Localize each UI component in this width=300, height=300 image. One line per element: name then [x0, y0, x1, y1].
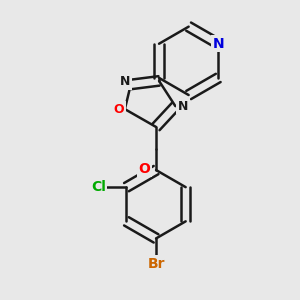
Text: N: N — [120, 75, 130, 88]
Text: N: N — [178, 100, 188, 113]
Text: Cl: Cl — [91, 180, 106, 194]
Text: N: N — [212, 37, 224, 51]
Text: O: O — [138, 162, 150, 176]
Text: Br: Br — [147, 257, 165, 271]
Text: O: O — [114, 103, 124, 116]
